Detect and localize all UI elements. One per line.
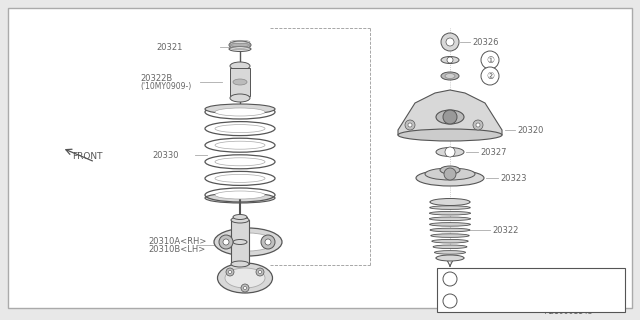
Text: 20326: 20326: [472, 37, 499, 46]
Ellipse shape: [205, 193, 275, 203]
Ellipse shape: [429, 212, 470, 215]
Text: 20310B<LH>: 20310B<LH>: [148, 244, 205, 253]
Text: 20320: 20320: [517, 125, 543, 134]
Ellipse shape: [431, 234, 469, 237]
Bar: [230, 68, 250, 96]
Ellipse shape: [230, 62, 250, 70]
Circle shape: [481, 67, 499, 85]
Circle shape: [408, 123, 412, 127]
Text: 0235S: 0235S: [466, 270, 489, 276]
Ellipse shape: [215, 191, 265, 199]
Ellipse shape: [429, 217, 470, 220]
Text: 20310A<RH>: 20310A<RH>: [148, 236, 206, 245]
Bar: [231, 220, 249, 264]
Circle shape: [446, 38, 454, 46]
Ellipse shape: [222, 233, 274, 251]
Ellipse shape: [436, 110, 464, 124]
Ellipse shape: [229, 46, 251, 52]
Polygon shape: [398, 90, 502, 135]
Ellipse shape: [215, 158, 265, 166]
Circle shape: [405, 120, 415, 130]
Ellipse shape: [231, 217, 249, 223]
Bar: [437, 268, 625, 312]
Text: <-'09MY0902>: <-'09MY0902>: [529, 270, 584, 276]
Ellipse shape: [436, 256, 464, 260]
Ellipse shape: [429, 206, 470, 209]
Text: 20322: 20322: [492, 226, 518, 235]
Ellipse shape: [233, 239, 247, 244]
Ellipse shape: [433, 245, 467, 249]
Text: ②: ②: [447, 297, 453, 306]
Circle shape: [443, 272, 457, 286]
Ellipse shape: [430, 200, 470, 204]
Ellipse shape: [215, 108, 265, 116]
Circle shape: [481, 51, 499, 69]
Circle shape: [223, 239, 229, 245]
Ellipse shape: [215, 141, 265, 149]
Ellipse shape: [425, 168, 475, 180]
Circle shape: [476, 123, 480, 127]
Ellipse shape: [233, 214, 247, 220]
Ellipse shape: [445, 74, 455, 78]
Ellipse shape: [436, 255, 464, 261]
Circle shape: [219, 235, 233, 249]
Ellipse shape: [225, 268, 265, 288]
Text: N350027: N350027: [466, 282, 499, 287]
Text: 20327: 20327: [480, 148, 506, 156]
Circle shape: [256, 268, 264, 276]
Circle shape: [259, 270, 262, 274]
Circle shape: [447, 57, 453, 63]
Text: FRONT: FRONT: [72, 151, 102, 161]
Ellipse shape: [398, 129, 502, 141]
Ellipse shape: [430, 228, 470, 232]
Text: <'09MY0903->: <'09MY0903->: [529, 282, 584, 287]
Text: 20321: 20321: [156, 43, 182, 52]
Text: N350013: N350013: [466, 292, 499, 299]
Circle shape: [441, 33, 459, 51]
Text: N350028: N350028: [466, 303, 499, 309]
Text: ①: ①: [486, 55, 494, 65]
Ellipse shape: [205, 104, 275, 114]
Ellipse shape: [230, 94, 250, 102]
Ellipse shape: [215, 174, 265, 182]
Text: 20322B: 20322B: [140, 74, 172, 83]
Circle shape: [473, 120, 483, 130]
Circle shape: [243, 286, 246, 290]
Circle shape: [445, 147, 455, 157]
Text: <'11MY1103->: <'11MY1103->: [529, 303, 584, 309]
Ellipse shape: [436, 148, 464, 156]
Circle shape: [261, 235, 275, 249]
Ellipse shape: [233, 79, 247, 85]
Ellipse shape: [430, 198, 470, 205]
Ellipse shape: [429, 223, 470, 226]
Text: A210001143: A210001143: [545, 307, 594, 316]
Ellipse shape: [229, 41, 251, 49]
Circle shape: [443, 294, 457, 308]
Ellipse shape: [218, 263, 273, 293]
Ellipse shape: [215, 124, 265, 132]
Ellipse shape: [441, 72, 459, 80]
Ellipse shape: [416, 170, 484, 186]
Circle shape: [444, 168, 456, 180]
Text: ①: ①: [447, 275, 453, 284]
Text: ②: ②: [486, 71, 494, 81]
Circle shape: [443, 110, 457, 124]
Circle shape: [241, 284, 249, 292]
Text: 20323: 20323: [500, 173, 527, 182]
Ellipse shape: [440, 166, 460, 174]
Circle shape: [228, 270, 232, 274]
Ellipse shape: [432, 239, 468, 243]
Ellipse shape: [435, 251, 465, 254]
Text: <-'11MY1103>: <-'11MY1103>: [529, 292, 584, 299]
Circle shape: [226, 268, 234, 276]
Ellipse shape: [231, 261, 249, 267]
Text: 20330: 20330: [152, 150, 179, 159]
Ellipse shape: [441, 57, 459, 63]
Ellipse shape: [214, 228, 282, 256]
Bar: [233, 217, 247, 242]
Text: ('10MY0909-): ('10MY0909-): [140, 82, 191, 91]
Circle shape: [265, 239, 271, 245]
